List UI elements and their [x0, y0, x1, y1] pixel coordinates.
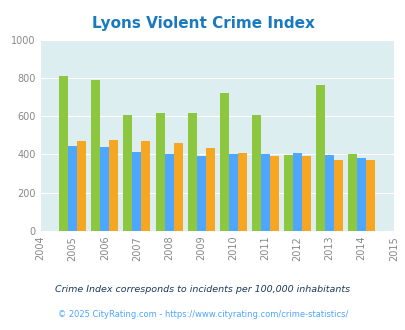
Bar: [132, 152, 141, 231]
Bar: [347, 154, 356, 231]
Bar: [91, 80, 100, 231]
Text: Lyons Violent Crime Index: Lyons Violent Crime Index: [92, 16, 313, 31]
Bar: [292, 153, 301, 231]
Bar: [284, 155, 292, 231]
Bar: [315, 85, 324, 231]
Bar: [164, 154, 173, 231]
Bar: [260, 154, 269, 231]
Bar: [59, 76, 68, 231]
Bar: [301, 156, 310, 231]
Bar: [237, 153, 246, 231]
Bar: [365, 160, 374, 231]
Bar: [109, 140, 118, 231]
Bar: [269, 156, 278, 231]
Bar: [219, 93, 228, 231]
Bar: [196, 156, 205, 231]
Bar: [205, 148, 214, 231]
Bar: [100, 148, 109, 231]
Bar: [68, 146, 77, 231]
Bar: [123, 115, 132, 231]
Bar: [324, 155, 333, 231]
Bar: [173, 143, 182, 231]
Bar: [228, 154, 237, 231]
Bar: [333, 160, 342, 231]
Bar: [251, 115, 260, 231]
Bar: [187, 113, 196, 231]
Bar: [141, 142, 150, 231]
Text: Crime Index corresponds to incidents per 100,000 inhabitants: Crime Index corresponds to incidents per…: [55, 285, 350, 294]
Bar: [356, 158, 365, 231]
Bar: [77, 142, 86, 231]
Bar: [155, 113, 164, 231]
Text: © 2025 CityRating.com - https://www.cityrating.com/crime-statistics/: © 2025 CityRating.com - https://www.city…: [58, 310, 347, 319]
